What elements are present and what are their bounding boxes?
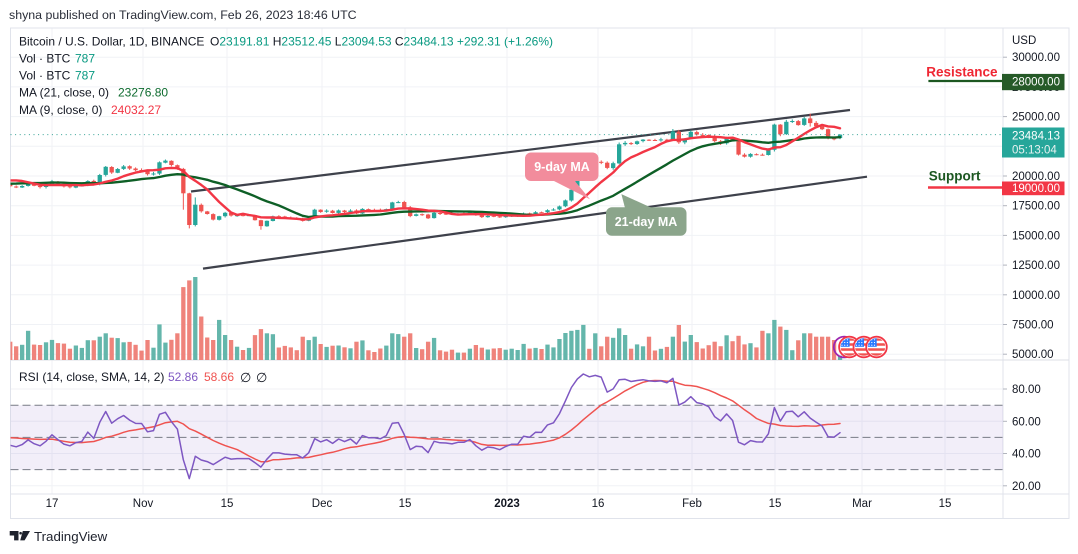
svg-text:23276.80: 23276.80 (118, 86, 168, 100)
svg-text:MA (21, close, 0): MA (21, close, 0) (19, 86, 109, 100)
svg-text:21-day MA: 21-day MA (615, 215, 678, 229)
svg-text:58.66: 58.66 (204, 370, 234, 384)
svg-text:TradingView: TradingView (34, 529, 108, 544)
svg-text:52.86: 52.86 (168, 370, 198, 384)
svg-text:RSI (14, close, SMA, 14, 2): RSI (14, close, SMA, 14, 2) (19, 370, 164, 384)
svg-text:23484.13: 23484.13 (1012, 131, 1060, 143)
svg-text:5000.00: 5000.00 (1012, 349, 1054, 361)
svg-text:17: 17 (46, 498, 59, 510)
svg-text:25000.00: 25000.00 (1012, 112, 1060, 124)
svg-text:Mar: Mar (852, 498, 872, 510)
svg-text:05:13:04: 05:13:04 (1012, 145, 1057, 157)
svg-text:O23191.81 H23512.45 L23094.53: O23191.81 H23512.45 L23094.53 C23484.13 … (210, 35, 553, 49)
svg-text:19000.00: 19000.00 (1012, 183, 1060, 195)
svg-text:Nov: Nov (133, 498, 154, 510)
svg-text:Vol · BTC: Vol · BTC (19, 52, 71, 66)
svg-text:15000.00: 15000.00 (1012, 230, 1060, 242)
svg-text:∅: ∅ (240, 370, 251, 385)
svg-text:Support: Support (929, 169, 981, 184)
svg-text:20.00: 20.00 (1012, 481, 1041, 493)
svg-text:15: 15 (939, 498, 952, 510)
svg-text:2023: 2023 (494, 498, 520, 510)
svg-text:Dec: Dec (312, 498, 333, 510)
svg-text:MA (9, close, 0): MA (9, close, 0) (19, 103, 102, 117)
svg-text:Feb: Feb (682, 498, 702, 510)
svg-text:60.00: 60.00 (1012, 416, 1041, 428)
svg-text:15: 15 (221, 498, 234, 510)
svg-text:∅: ∅ (256, 370, 267, 385)
svg-text:80.00: 80.00 (1012, 384, 1041, 396)
svg-text:17500.00: 17500.00 (1012, 201, 1060, 213)
svg-text:10000.00: 10000.00 (1012, 290, 1060, 302)
svg-text:Resistance: Resistance (926, 65, 998, 80)
svg-text:24032.27: 24032.27 (111, 103, 161, 117)
svg-text:28000.00: 28000.00 (1012, 77, 1060, 89)
svg-text:shyna published on TradingView: shyna published on TradingView.com, Feb … (9, 8, 357, 22)
svg-text:16: 16 (592, 498, 605, 510)
svg-text:9-day MA: 9-day MA (534, 160, 590, 174)
svg-text:15: 15 (769, 498, 782, 510)
svg-text:Bitcoin / U.S. Dollar, 1D, BIN: Bitcoin / U.S. Dollar, 1D, BINANCE (19, 35, 204, 49)
svg-text:Vol · BTC: Vol · BTC (19, 69, 71, 83)
svg-text:787: 787 (75, 52, 95, 66)
svg-text:787: 787 (75, 69, 95, 83)
svg-text:40.00: 40.00 (1012, 449, 1041, 461)
svg-text:30000.00: 30000.00 (1012, 52, 1060, 64)
svg-text:USD: USD (1012, 35, 1036, 47)
svg-text:12500.00: 12500.00 (1012, 260, 1060, 272)
svg-text:7500.00: 7500.00 (1012, 320, 1054, 332)
svg-text:15: 15 (399, 498, 412, 510)
svg-text:20000.00: 20000.00 (1012, 171, 1060, 183)
